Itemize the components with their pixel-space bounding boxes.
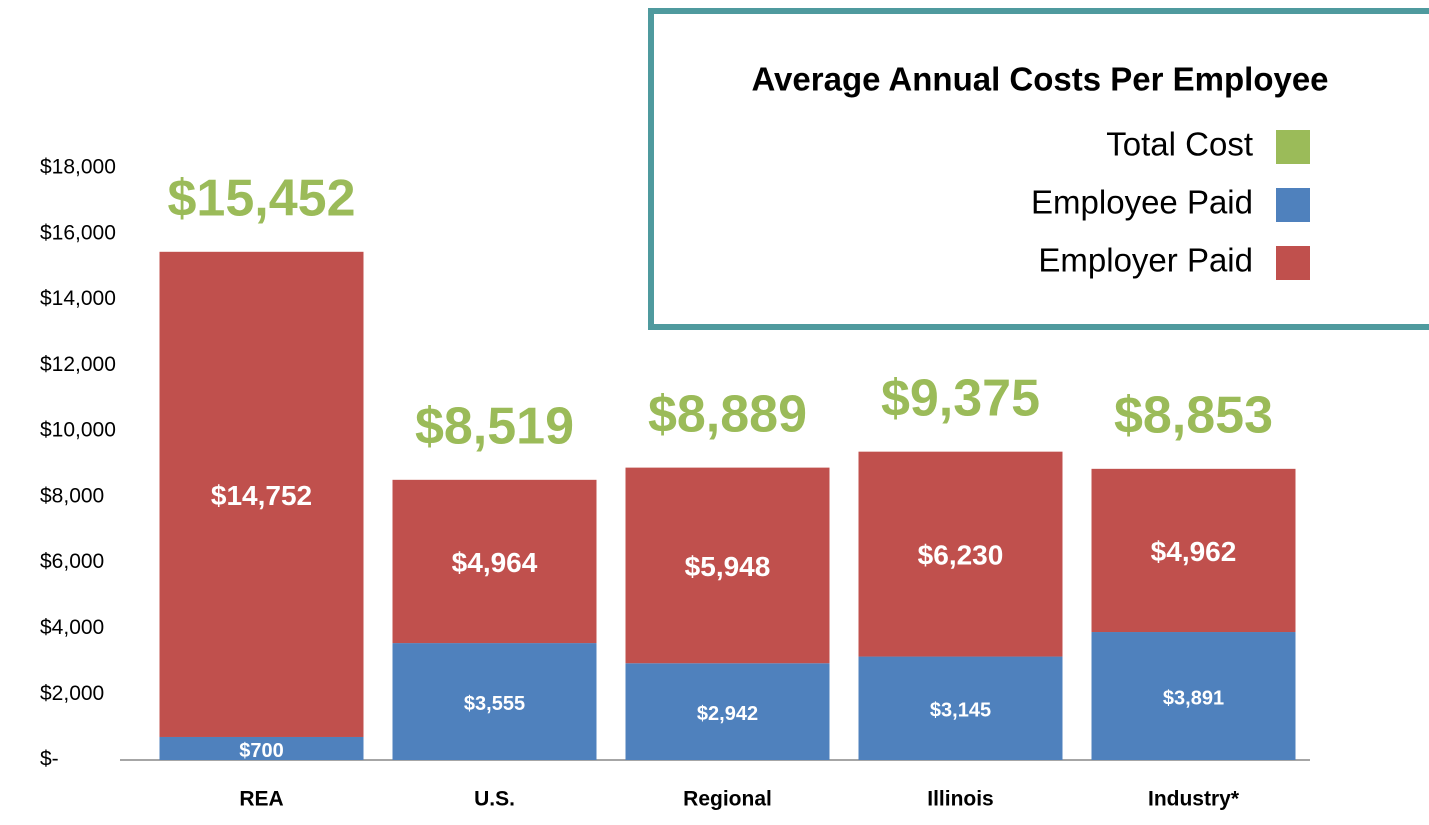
legend-swatch <box>1276 246 1310 280</box>
bar-segment <box>625 467 830 664</box>
segment-label: $3,145 <box>930 700 991 722</box>
x-tick-label: Industry* <box>1148 788 1240 811</box>
y-tick-label: $- <box>40 748 59 771</box>
y-tick-label: $2,000 <box>40 682 104 705</box>
total-label: $8,853 <box>1114 387 1273 445</box>
legend-box <box>648 8 1429 330</box>
x-tick-label: Illinois <box>927 788 994 811</box>
y-tick-label: $8,000 <box>40 484 104 507</box>
segment-label: $3,555 <box>464 693 525 715</box>
legend-swatch <box>1276 188 1310 222</box>
y-tick-label: $4,000 <box>40 616 104 639</box>
segment-label: $3,891 <box>1163 687 1224 709</box>
total-label: $15,452 <box>168 170 356 228</box>
segment-label: $4,962 <box>1151 536 1237 567</box>
legend-label: Employer Paid <box>1038 242 1253 279</box>
legend-label: Employee Paid <box>1031 184 1253 221</box>
segment-label: $4,964 <box>452 547 538 578</box>
y-tick-label: $14,000 <box>40 287 116 310</box>
bar-segment <box>858 656 1063 760</box>
legend-label: Total Cost <box>1106 126 1253 163</box>
bar-segment <box>625 663 830 760</box>
bar-segment <box>392 479 597 644</box>
segment-label: $6,230 <box>918 540 1004 571</box>
segment-label: $2,942 <box>697 703 758 725</box>
total-label: $8,889 <box>648 385 807 443</box>
bar-segment <box>1091 468 1296 633</box>
y-tick-label: $10,000 <box>40 419 116 442</box>
y-tick-label: $18,000 <box>40 156 116 179</box>
bar-segment <box>159 736 364 760</box>
y-tick-label: $6,000 <box>40 550 104 573</box>
bar-segment <box>858 451 1063 657</box>
y-tick-label: $12,000 <box>40 353 116 376</box>
bar-segment <box>392 643 597 760</box>
bar-segment <box>1091 632 1296 760</box>
bar-segment <box>159 251 364 737</box>
segment-label: $14,752 <box>211 480 312 511</box>
segment-label: $5,948 <box>685 551 771 582</box>
total-label: $8,519 <box>415 398 574 456</box>
legend-title: Average Annual Costs Per Employee <box>751 61 1328 98</box>
x-tick-label: U.S. <box>474 788 515 811</box>
x-tick-label: Regional <box>683 788 772 811</box>
segment-label: $700 <box>239 740 284 762</box>
total-label: $9,375 <box>881 369 1040 427</box>
legend-swatch <box>1276 130 1310 164</box>
y-tick-label: $16,000 <box>40 221 116 244</box>
x-tick-label: REA <box>239 788 283 811</box>
